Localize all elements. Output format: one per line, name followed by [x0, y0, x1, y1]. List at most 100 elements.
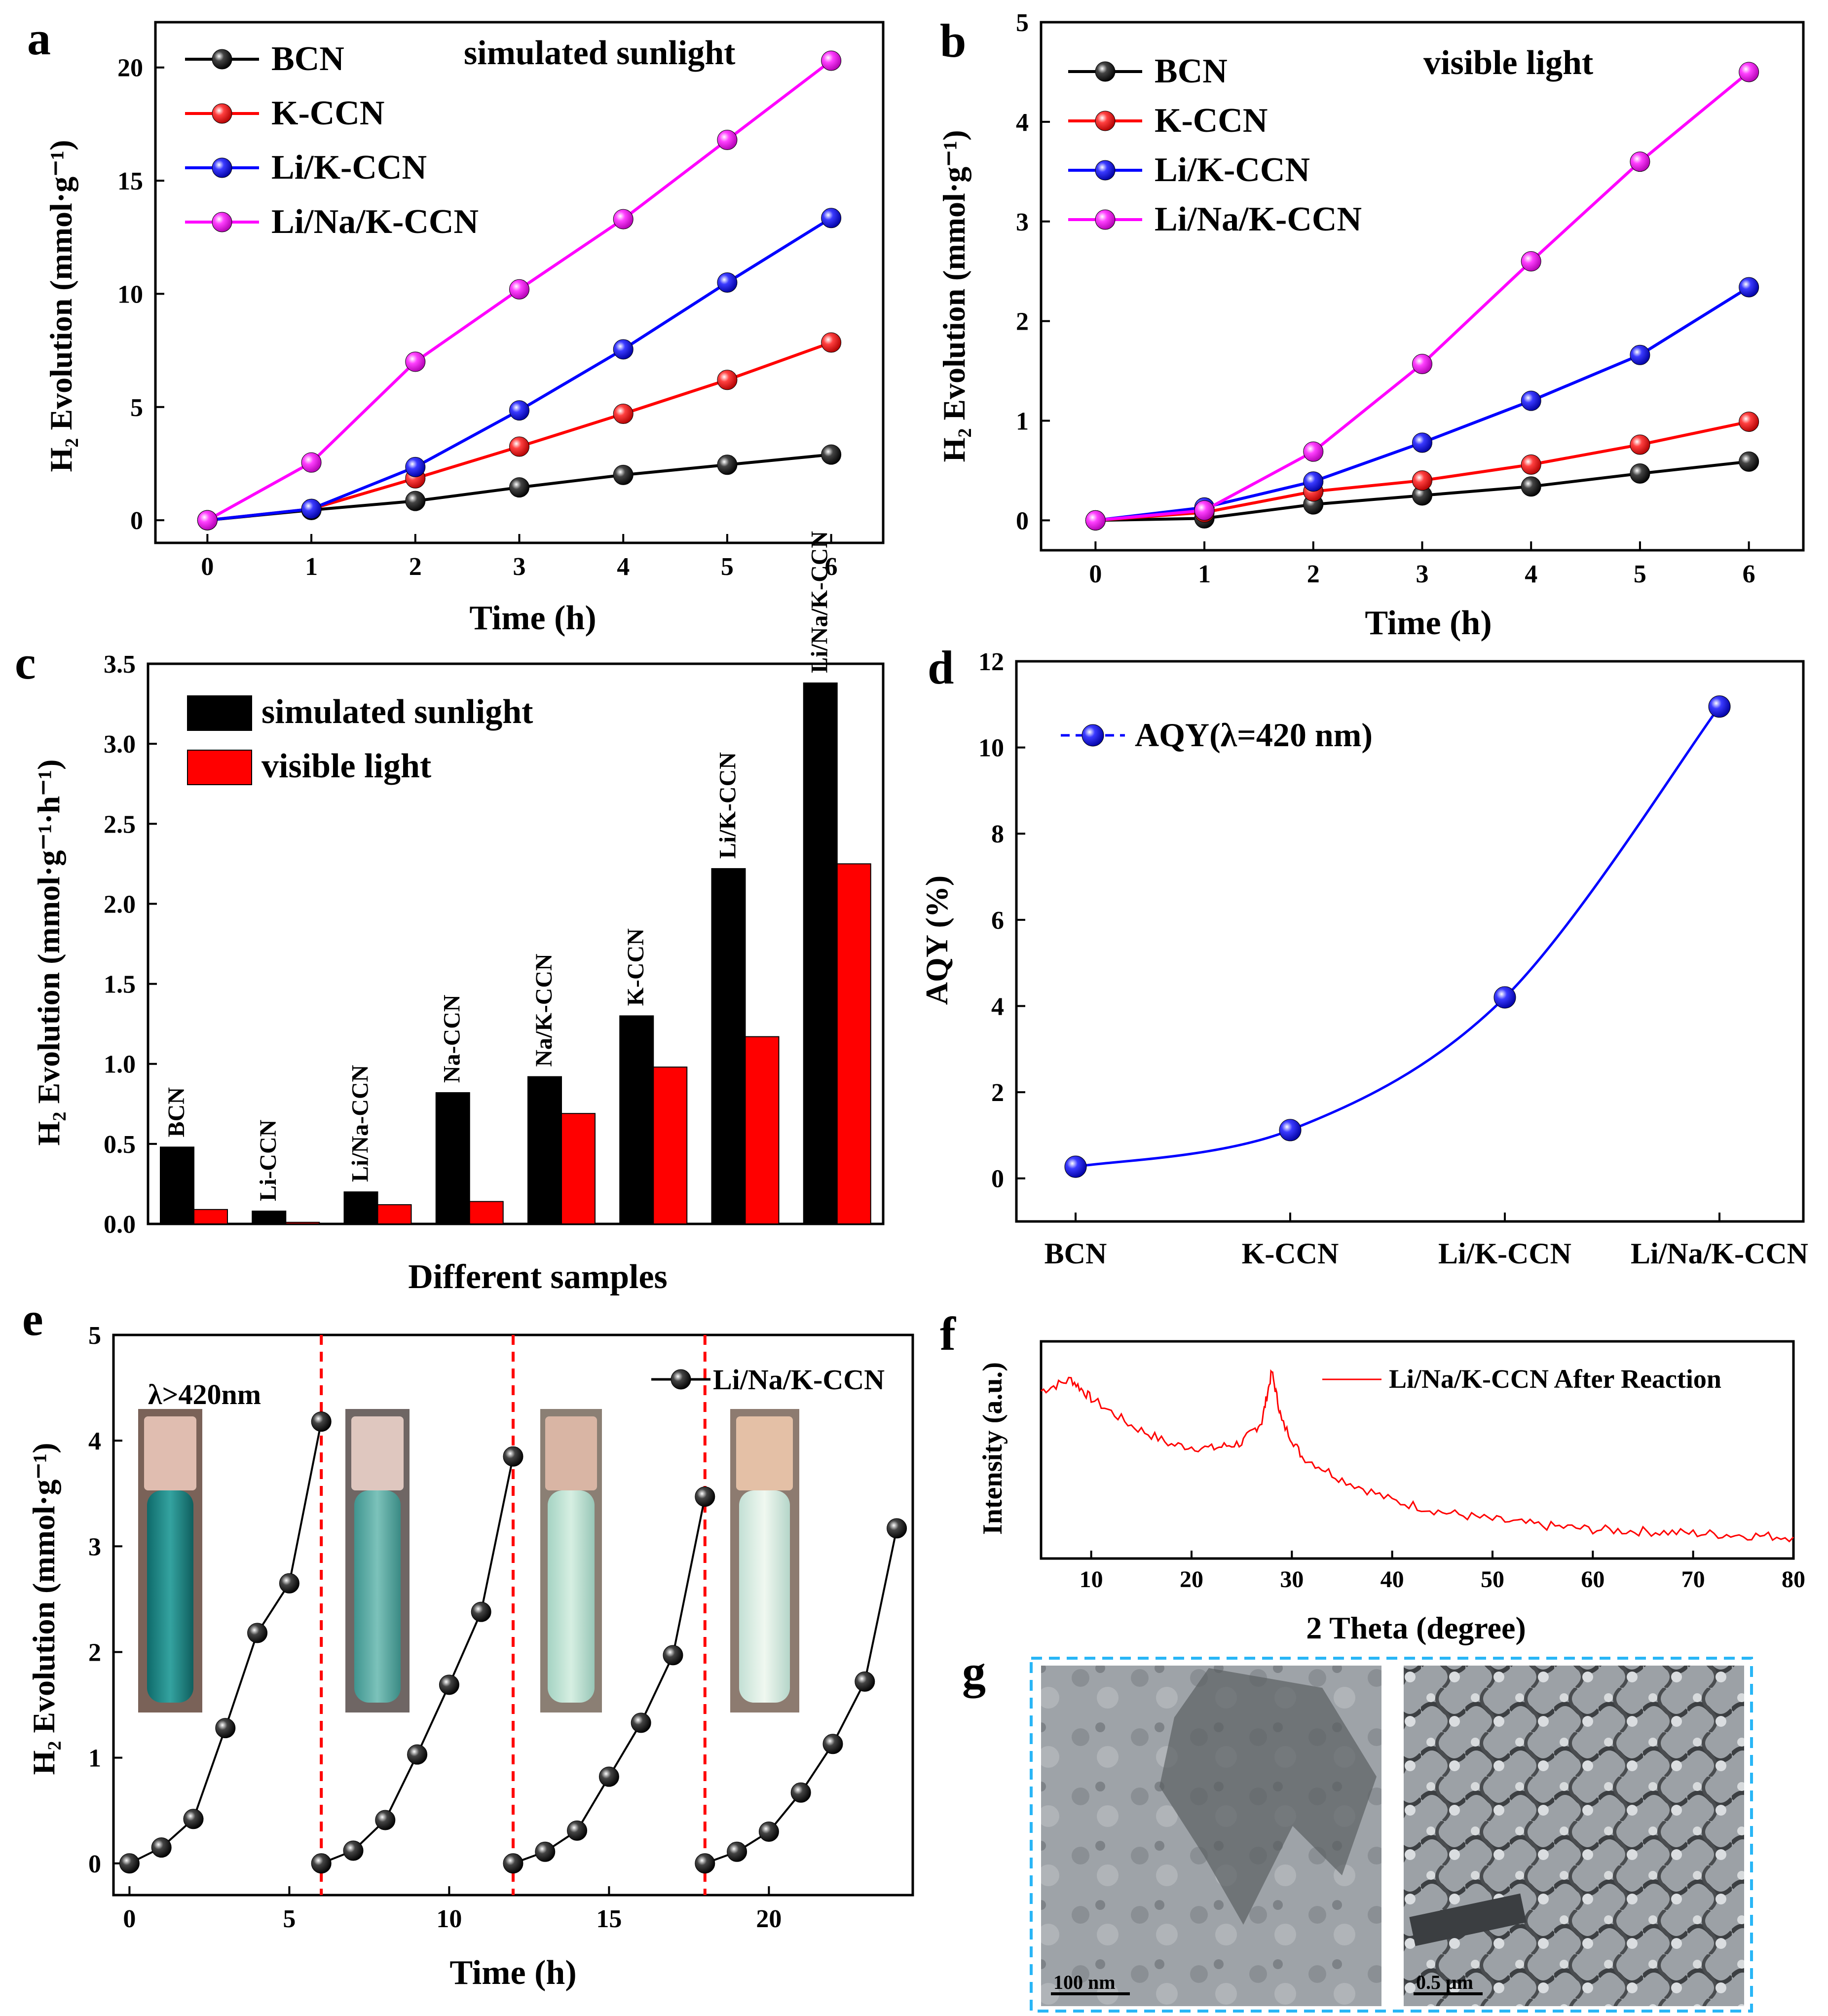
data-point — [717, 272, 738, 293]
data-point — [509, 279, 529, 300]
data-point — [509, 436, 529, 457]
legend-swatch — [187, 750, 252, 785]
data-point — [279, 1573, 299, 1594]
x-tick-label: 50 — [1481, 1566, 1504, 1593]
data-point — [215, 1718, 236, 1739]
x-tick-label: 4 — [617, 553, 630, 581]
cycle — [695, 1518, 907, 1874]
bar-li-ccn-simulated-sunlight — [252, 1211, 287, 1224]
x-tick-label: 10 — [1080, 1566, 1103, 1593]
data-point — [1303, 441, 1324, 462]
legend-item: K-CCN — [1068, 102, 1268, 140]
panel-b-ylabel: H₂ Evolution (mmol·g⁻¹) — [936, 130, 971, 462]
data-point — [535, 1841, 556, 1862]
y-tick-label: 10 — [978, 734, 1004, 762]
bar-k-ccn-simulated-sunlight — [619, 1015, 654, 1224]
panel-a-axes: 0 1 2 3 4 5 6 0 5 10 15 20 — [117, 54, 838, 581]
y-tick-label: 1 — [1016, 408, 1029, 436]
legend-label: AQY(λ=420 nm) — [1135, 716, 1373, 754]
x-tick-label: 3 — [513, 553, 526, 581]
y-tick-label: 0 — [991, 1165, 1004, 1193]
xrd-pattern — [1041, 1369, 1794, 1543]
panel-a: a 0 1 2 3 4 5 6 0 5 10 15 20 simulated sunlight Tim… — [27, 12, 885, 637]
legend-label: Li/Na/K-CCN — [713, 1364, 885, 1396]
panel-c-axes: 0.0 0.5 1.0 1.5 2.0 2.5 3.0 3.5 — [104, 650, 157, 1239]
legend-label: K-CCN — [271, 94, 384, 132]
y-tick-label: 3 — [1016, 208, 1029, 236]
legend-marker — [212, 49, 232, 70]
y-tick-label: 2.5 — [104, 810, 136, 838]
y-tick-label: 5 — [130, 394, 143, 422]
data-point — [343, 1840, 364, 1861]
y-tick-label: 2.0 — [104, 890, 136, 918]
panel-f: f 10 20 30 40 50 60 70 80 2 Theta (degree) Inte… — [940, 1307, 1805, 1645]
panel-b-series — [1085, 62, 1759, 531]
cycle — [503, 1486, 715, 1874]
panel-f-axes: 10 20 30 40 50 60 70 80 — [1080, 1551, 1805, 1593]
bar-label: BCN — [163, 1087, 189, 1138]
tem-image-2-rod — [1409, 1893, 1527, 1946]
panel-f-letter: f — [940, 1307, 956, 1360]
data-point — [663, 1645, 683, 1666]
data-point — [439, 1674, 459, 1695]
scale-bar-2-label: 0.5 μm — [1416, 1971, 1473, 1993]
panel-b: b 0 1 2 3 4 5 6 0 1 2 3 4 5 visible light Time (h) H… — [936, 9, 1805, 642]
legend-marker — [212, 157, 232, 178]
bar-label: Li/Na-CCN — [347, 1065, 373, 1182]
x-tick-label: 5 — [283, 1905, 296, 1933]
bar-label: K-CCN — [623, 928, 649, 1006]
panel-d-legend: AQY(λ=420 nm) — [1061, 716, 1373, 754]
data-point — [1630, 152, 1650, 172]
data-point — [471, 1601, 491, 1622]
data-point — [821, 332, 842, 353]
data-point — [151, 1837, 172, 1858]
x-tick-label: 30 — [1280, 1566, 1304, 1593]
y-tick-label: 3.5 — [104, 650, 136, 679]
data-point — [727, 1841, 747, 1862]
panel-c-bar-labels: BCN Li-CCN Li/Na-CCN Na-CCN Na/K-CCN K-CCN Li/… — [163, 531, 833, 1201]
y-tick-label: 3 — [88, 1533, 101, 1561]
scale-bar-1-label: 100 nm — [1053, 1971, 1116, 1993]
x-tick-label: 0 — [201, 553, 214, 581]
data-point — [758, 1822, 779, 1842]
tube-photo-2 — [345, 1409, 410, 1712]
bar-na-ccn-simulated-sunlight — [435, 1092, 470, 1224]
legend-item: visible light — [187, 747, 431, 785]
y-tick-label: 6 — [991, 907, 1004, 935]
legend-marker — [1095, 160, 1116, 181]
y-tick-label: 0.0 — [104, 1211, 136, 1239]
data-point — [717, 455, 738, 475]
data-point — [1739, 62, 1759, 82]
bar-label: Na-CCN — [439, 994, 465, 1083]
y-tick-label: 10 — [117, 280, 143, 308]
tube-photo-3 — [540, 1409, 602, 1712]
panel-c-bars — [160, 682, 871, 1225]
data-point — [613, 209, 634, 229]
panel-c-frame — [147, 662, 885, 1225]
data-point — [1064, 1155, 1087, 1178]
panel-a-title: simulated sunlight — [464, 34, 735, 72]
data-point — [613, 339, 634, 360]
data-point — [1412, 432, 1432, 453]
panel-a-ylabel: H₂ Evolution (mmol·g⁻¹) — [43, 140, 78, 472]
data-point — [821, 208, 842, 228]
panel-a-letter: a — [27, 12, 51, 65]
panel-e-ylabel: H₂ Evolution (mmol·g⁻¹) — [26, 1443, 61, 1775]
data-point — [1521, 454, 1541, 475]
legend-label: BCN — [1155, 52, 1228, 90]
data-point — [1630, 463, 1650, 484]
panel-e-axes: 0 5 10 15 20 0 1 2 3 4 5 — [88, 1322, 782, 1933]
data-point — [1708, 695, 1731, 718]
data-point — [790, 1782, 811, 1803]
panel-e-photos — [138, 1409, 799, 1712]
data-point — [247, 1623, 268, 1643]
panel-e-letter: e — [22, 1293, 43, 1345]
x-tick-label: 6 — [1743, 560, 1755, 588]
panel-d: d 0 2 4 6 8 10 12 BCN K-CCN Li/K-CCN Li/Na/K-CCN A… — [919, 641, 1808, 1270]
panel-f-ylabel: Intensity (a.u.) — [977, 1362, 1008, 1535]
y-tick-label: 1 — [88, 1745, 101, 1773]
legend-marker — [212, 103, 232, 124]
panel-c-ylabel: H₂ Evolution (mmol·g⁻¹·h⁻¹) — [31, 760, 66, 1146]
bar-bcn-visible-light — [193, 1209, 228, 1224]
y-tick-label: 2 — [1016, 308, 1029, 336]
